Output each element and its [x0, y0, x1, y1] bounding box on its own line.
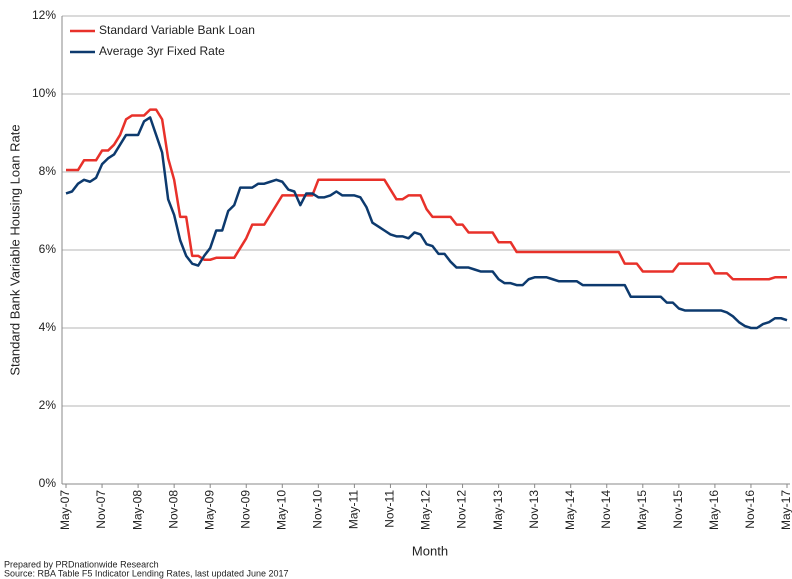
footnote: Prepared by PRDnationwide Research: [4, 559, 159, 569]
x-tick-label: May-08: [130, 490, 144, 530]
x-tick-label: Nov-14: [599, 490, 613, 529]
legend-label: Standard Variable Bank Loan: [99, 23, 255, 37]
x-tick-label: Nov-11: [383, 490, 397, 528]
x-tick-label: May-07: [58, 490, 72, 530]
x-tick-label: May-17: [779, 490, 792, 530]
x-tick-label: Nov-07: [94, 490, 108, 529]
x-tick-label: May-15: [635, 490, 649, 530]
x-tick-label: Nov-12: [455, 490, 469, 529]
y-axis-title: Standard Bank Variable Housing Loan Rate: [7, 124, 22, 375]
footnote: Source: RBA Table F5 Indicator Lending R…: [4, 568, 289, 578]
y-tick-label: 10%: [32, 86, 56, 100]
x-tick-label: Nov-10: [311, 490, 325, 529]
x-tick-label: Nov-08: [166, 490, 180, 529]
x-tick-label: Nov-16: [743, 490, 757, 529]
y-tick-label: 4%: [39, 320, 57, 334]
y-tick-label: 12%: [32, 8, 56, 22]
x-tick-label: May-13: [491, 490, 505, 530]
legend-label: Average 3yr Fixed Rate: [99, 44, 225, 58]
x-tick-label: Nov-13: [527, 490, 541, 529]
x-tick-label: May-11: [347, 490, 361, 529]
x-tick-label: May-09: [202, 490, 216, 530]
x-tick-label: May-12: [419, 490, 433, 530]
y-tick-label: 6%: [39, 242, 57, 256]
line-series: [66, 108, 787, 281]
y-tick-label: 8%: [39, 164, 57, 178]
y-tick-label: 2%: [39, 398, 57, 412]
line-series: [65, 116, 788, 330]
x-tick-label: May-14: [563, 490, 577, 530]
x-tick-label: Nov-15: [671, 490, 685, 529]
y-tick-label: 0%: [39, 476, 57, 490]
x-axis-title: Month: [412, 543, 448, 558]
x-tick-label: May-10: [274, 490, 288, 530]
x-tick-label: May-16: [707, 490, 721, 530]
x-tick-label: Nov-09: [238, 490, 252, 529]
